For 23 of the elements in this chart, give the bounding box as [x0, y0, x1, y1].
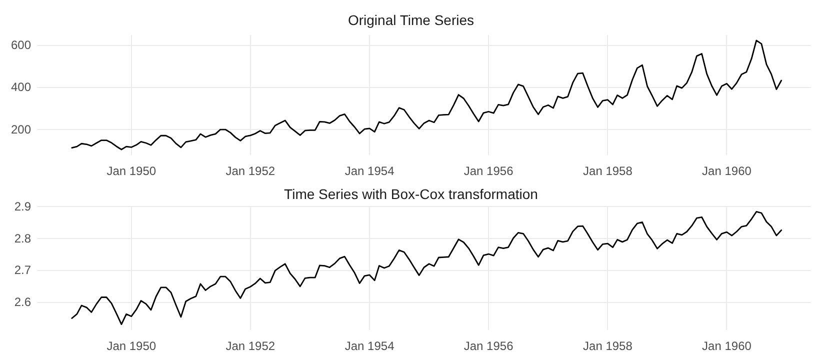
x-tick-label: Jan 1958	[583, 339, 633, 353]
x-tick-label: Jan 1954	[344, 339, 395, 353]
x-tick-label: Jan 1960	[702, 339, 752, 353]
chart-title: Time Series with Box-Cox transformation	[284, 186, 538, 202]
y-tick-label: 200	[10, 122, 32, 136]
chart-title: Original Time Series	[348, 12, 474, 28]
x-tick-label: Jan 1950	[106, 339, 156, 353]
line-series	[71, 40, 782, 150]
y-tick-label: 2.7	[14, 263, 32, 278]
x-tick-label: Jan 1950	[106, 164, 156, 178]
x-tick-label: Jan 1958	[583, 164, 633, 178]
y-tick-label: 400	[10, 80, 32, 94]
line-series	[71, 211, 782, 325]
x-tick-label: Jan 1960	[702, 164, 752, 178]
x-tick-label: Jan 1952	[226, 164, 276, 178]
y-tick-label: 2.9	[14, 200, 32, 214]
x-tick-label: Jan 1956	[464, 164, 514, 178]
x-tick-label: Jan 1952	[226, 339, 276, 353]
y-tick-label: 2.8	[14, 231, 32, 246]
x-tick-label: Jan 1956	[464, 339, 514, 353]
y-tick-label: 600	[10, 38, 32, 52]
x-tick-label: Jan 1954	[344, 164, 395, 178]
y-tick-label: 2.6	[14, 295, 32, 310]
